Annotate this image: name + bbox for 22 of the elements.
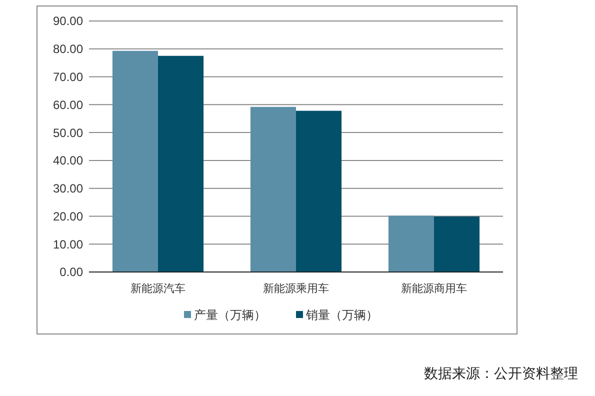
y-tick-label: 30.00 xyxy=(52,182,84,196)
bar xyxy=(296,110,342,272)
y-tick-label: 20.00 xyxy=(52,209,84,224)
bar xyxy=(434,216,480,272)
legend-label: 产量（万辆） xyxy=(194,308,266,322)
x-tick-label: 新能源商用车 xyxy=(401,282,467,295)
bar xyxy=(388,216,434,272)
y-tick-label: 90.00 xyxy=(52,14,84,28)
bar xyxy=(158,56,204,272)
y-tick-label: 70.00 xyxy=(52,70,84,84)
legend-label: 销量（万辆） xyxy=(305,308,378,322)
y-tick-label: 60.00 xyxy=(52,98,84,112)
bar xyxy=(112,50,158,272)
y-tick-label: 0.00 xyxy=(60,265,84,280)
y-tick-label: 50.00 xyxy=(52,126,84,140)
bar xyxy=(250,106,296,272)
y-tick-label: 10.00 xyxy=(52,237,84,252)
x-tick-label: 新能源乘用车 xyxy=(263,282,329,295)
x-tick-label: 新能源汽车 xyxy=(130,282,186,295)
source-note: 数据来源：公开资料整理 xyxy=(424,365,578,381)
y-tick-label: 80.00 xyxy=(52,42,84,56)
y-tick-label: 40.00 xyxy=(52,154,84,168)
